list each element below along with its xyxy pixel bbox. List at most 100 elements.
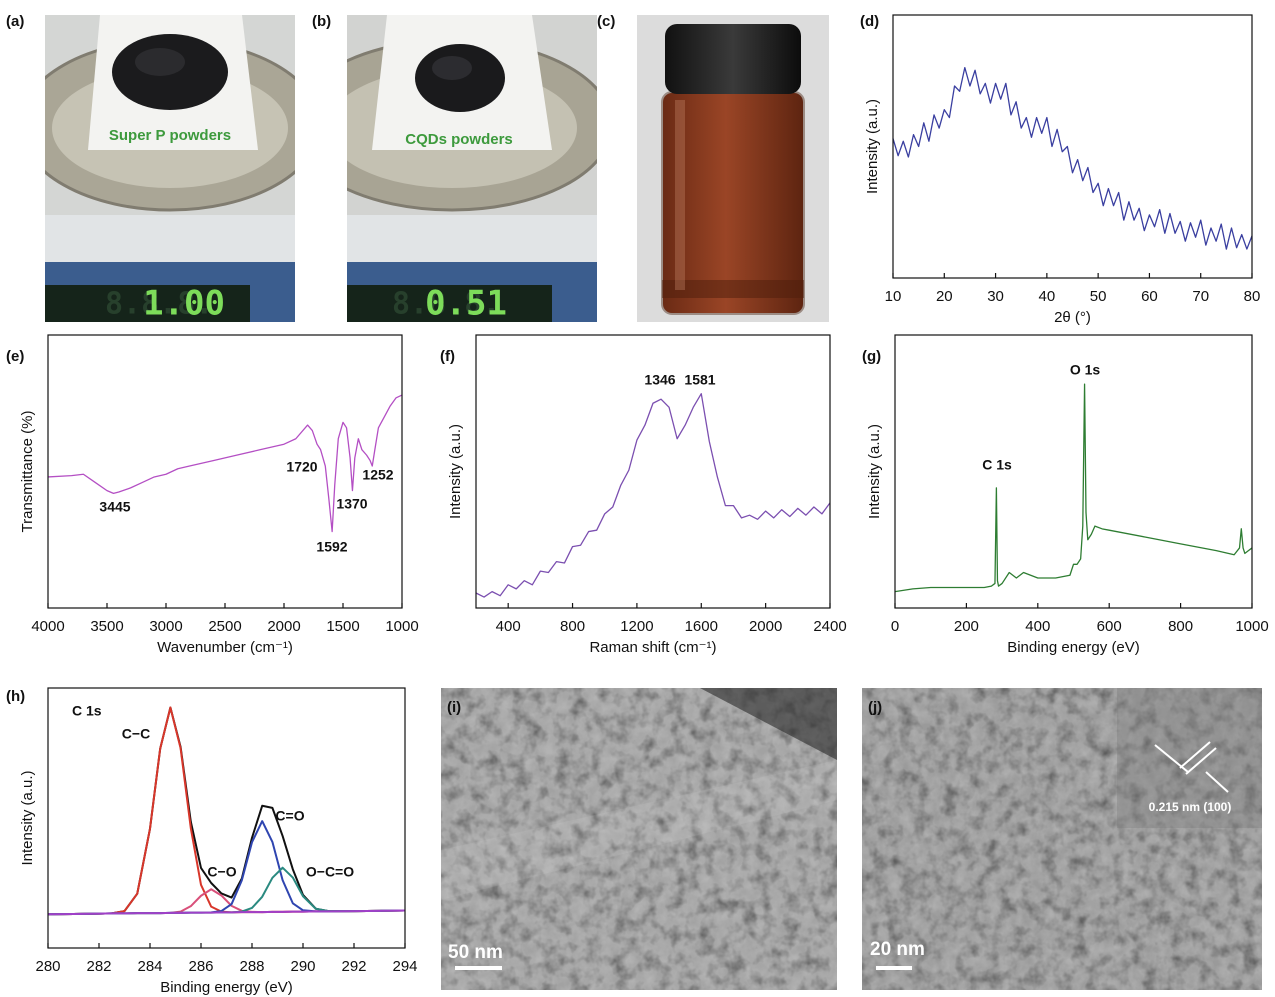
- x-tick-label: 800: [1168, 618, 1193, 635]
- chart-panel: 0 200 400 600 800 1000 Binding energy (eV) Inte…: [862, 334, 1269, 656]
- x-tick-label: 282: [86, 958, 111, 975]
- panel-title: C 1s: [72, 703, 102, 719]
- x-tick-label: 294: [392, 958, 417, 975]
- x-tick-label: 60: [1141, 288, 1158, 305]
- panel-label: (a): [6, 13, 24, 30]
- x-axis-label: Raman shift (cm⁻¹): [589, 639, 716, 656]
- photo-a: 8.8.8. 1.00 Super P powders (a): [6, 13, 295, 324]
- balance-display: 1.00: [143, 284, 225, 324]
- photo-b: 8.8.8. 0.51 CQDs powders (b): [312, 13, 597, 324]
- data-line: [475, 393, 831, 598]
- x-axis-label: Binding energy (eV): [160, 979, 293, 996]
- x-tick-label: 200: [954, 618, 979, 635]
- peak-label: 1252: [362, 467, 393, 483]
- photo-c: (c): [597, 13, 829, 322]
- data-line: [892, 66, 1253, 250]
- x-tick-label: 600: [1097, 618, 1122, 635]
- x-tick-label: 800: [560, 618, 585, 635]
- y-axis-label: Transmittance (%): [19, 411, 36, 533]
- panel-label: (d): [860, 13, 879, 30]
- panel-label: (e): [6, 348, 24, 365]
- x-axis-label: Binding energy (eV): [1007, 639, 1140, 656]
- panel-label: (j): [868, 699, 882, 716]
- data-line: [47, 394, 403, 533]
- peak-label: O 1s: [1070, 362, 1101, 378]
- data-line: [894, 383, 1253, 593]
- peak-label: 1581: [684, 372, 715, 388]
- curve-label: C−O: [207, 864, 236, 880]
- x-tick-label: 3500: [90, 618, 123, 635]
- x-tick-label: 3000: [149, 618, 182, 635]
- x-tick-label: 284: [137, 958, 162, 975]
- x-tick-label: 2000: [749, 618, 782, 635]
- x-tick-label: 400: [496, 618, 521, 635]
- panel-label: (c): [597, 13, 615, 30]
- x-tick-label: 80: [1244, 288, 1261, 305]
- x-tick-label: 1000: [1235, 618, 1268, 635]
- data-line: [47, 706, 406, 916]
- curve-label: O−C=O: [306, 864, 354, 880]
- x-tick-label: 20: [936, 288, 953, 305]
- x-tick-label: 10: [885, 288, 902, 305]
- curve-label: C=O: [275, 808, 304, 824]
- peak-label: 1720: [286, 459, 317, 475]
- peak-label: 3445: [99, 499, 130, 515]
- x-tick-label: 2400: [813, 618, 846, 635]
- panel-label: (f): [440, 348, 455, 365]
- peak-label: C 1s: [982, 457, 1012, 473]
- scale-bar-label: 20 nm: [870, 939, 925, 960]
- x-tick-label: 1500: [326, 618, 359, 635]
- x-tick-label: 1600: [685, 618, 718, 635]
- x-tick-label: 2500: [208, 618, 241, 635]
- peak-label: 1346: [644, 372, 675, 388]
- panel-label: (h): [6, 688, 25, 705]
- x-tick-label: 30: [987, 288, 1004, 305]
- y-axis-label: Intensity (a.u.): [447, 424, 464, 519]
- x-axis-label: 2θ (°): [1054, 309, 1091, 326]
- axes-frame: [894, 334, 1253, 609]
- peak-label: 1370: [336, 496, 367, 512]
- photo-caption: Super P powders: [109, 127, 231, 144]
- x-tick-label: 292: [341, 958, 366, 975]
- x-tick-label: 286: [188, 958, 213, 975]
- svg-text:8.8.8.: 8.8.8.: [105, 287, 213, 322]
- y-axis-label: Intensity (a.u.): [866, 424, 883, 519]
- x-tick-label: 70: [1192, 288, 1209, 305]
- chart-panel: C−C C−O C=O O−C=O 280 282 284 286 288 290 292 294 Bi…: [6, 687, 418, 996]
- y-axis-label: Intensity (a.u.): [864, 99, 881, 194]
- y-axis-label: Intensity (a.u.): [19, 770, 36, 865]
- data-line: [47, 706, 406, 916]
- chart-panel: 10 20 30 40 50 60 70 80 2θ (°) Intensity (a.u.) (d…: [860, 13, 1260, 326]
- chart-panel: 400 800 1200 1600 2000 2400 Raman shift (cm⁻¹)…: [440, 334, 847, 656]
- x-axis-label: Wavenumber (cm⁻¹): [157, 639, 293, 656]
- tem-image-j: 0.215 nm (100) 20 nm (j): [862, 688, 1262, 990]
- axes-frame: [47, 334, 403, 609]
- balance-display: 0.51: [425, 284, 507, 324]
- scale-bar-label: 50 nm: [448, 942, 503, 963]
- curve-label: C−C: [122, 726, 150, 742]
- x-tick-label: 40: [1039, 288, 1056, 305]
- photo-caption: CQDs powders: [405, 131, 513, 148]
- panel-label: (i): [447, 699, 461, 716]
- chart-panel: 4000 3500 3000 2500 2000 1500 1000 Wavenumber (…: [6, 334, 419, 656]
- data-line: [47, 909, 406, 916]
- axes-frame: [475, 334, 831, 609]
- x-tick-label: 400: [1025, 618, 1050, 635]
- x-tick-label: 1200: [620, 618, 653, 635]
- x-tick-label: 2000: [267, 618, 300, 635]
- panel-label: (b): [312, 13, 331, 30]
- panel-label: (g): [862, 348, 881, 365]
- x-tick-label: 50: [1090, 288, 1107, 305]
- svg-text:8.8.8.: 8.8.8.: [392, 287, 500, 322]
- x-tick-label: 4000: [31, 618, 64, 635]
- lattice-annotation: 0.215 nm (100): [1149, 800, 1232, 814]
- x-tick-label: 290: [290, 958, 315, 975]
- x-tick-label: 0: [891, 618, 899, 635]
- x-tick-label: 288: [239, 958, 264, 975]
- axes-frame: [892, 14, 1253, 279]
- axes-frame: [47, 687, 406, 949]
- x-tick-label: 1000: [385, 618, 418, 635]
- tem-image-i: 50 nm (i): [441, 688, 837, 990]
